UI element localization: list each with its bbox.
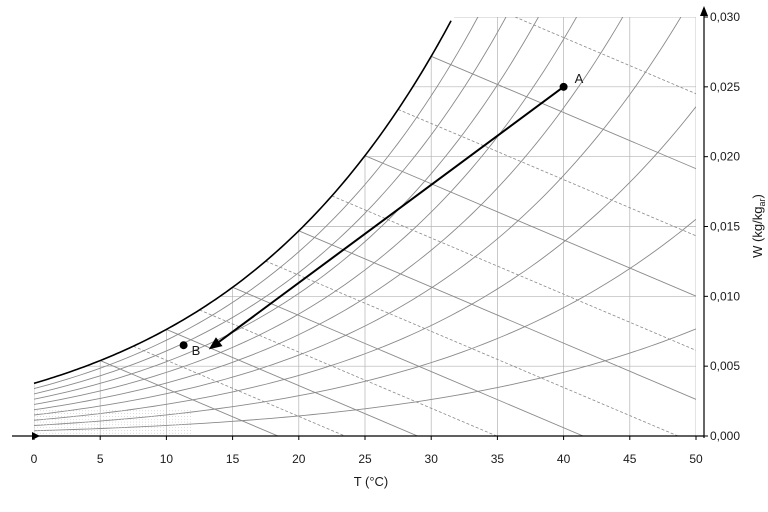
axes (12, 6, 708, 440)
relative-humidity-curve (34, 17, 696, 395)
y-axis-label-sub: ar (757, 199, 767, 207)
x-tick-label: 30 (425, 452, 439, 466)
y-axis-label-main: W (kg/kg (750, 207, 765, 258)
relative-humidity-curve (34, 218, 696, 426)
state-point-a (559, 82, 568, 91)
x-tick-label: 20 (292, 452, 306, 466)
saturation-curve-group (33, 20, 452, 385)
state-point-label-a: A (575, 71, 584, 86)
y-tick-label: 0,010 (710, 289, 740, 303)
process-line (218, 86, 565, 343)
y-tick-label: 0,030 (710, 10, 740, 24)
y-tick-label: 0,020 (710, 150, 740, 164)
enthalpy-line (199, 309, 497, 436)
relative-humidity-curve (34, 17, 696, 411)
enthalpy-line (133, 345, 346, 436)
y-axis-label-close: ) (750, 194, 765, 198)
wet-bulb-line (431, 55, 696, 436)
x-tick-label: 5 (97, 452, 104, 466)
x-tick-label: 50 (689, 452, 703, 466)
state-point-b (179, 341, 188, 350)
relative-humidity-curve (34, 106, 696, 421)
x-tick-label: 15 (226, 452, 240, 466)
x-axis-arrow (32, 432, 40, 440)
psychrometric-curves (34, 17, 696, 436)
x-tick-label: 25 (358, 452, 372, 466)
y-axis-arrow (700, 6, 708, 16)
y-tick-label: 0,025 (710, 80, 740, 94)
x-tick-label: 45 (623, 452, 637, 466)
state-point-label-b: B (192, 343, 201, 358)
enthalpy-line (464, 17, 696, 436)
x-tick-label: 0 (31, 452, 38, 466)
relative-humidity-curve (34, 17, 696, 416)
relative-humidity-curve (34, 328, 696, 432)
state-points: AB (179, 71, 584, 358)
tick-labels: 0 5 10 15 20 25 30 35 40 45 50 0,000 0,005 0,010 0,015… (31, 10, 741, 466)
saturation-curve (33, 20, 452, 385)
enthalpy-line (331, 195, 696, 436)
process-arrowhead (208, 337, 223, 350)
y-tick-label: 0,000 (710, 429, 740, 443)
wet-bulb-line (100, 360, 279, 436)
relative-humidity-curve (34, 17, 696, 400)
wet-bulb-line (166, 329, 418, 436)
y-tick-label: 0,015 (710, 220, 740, 234)
x-tick-label: 40 (557, 452, 571, 466)
y-axis-label: W (kg/kgar) (750, 194, 767, 258)
wet-bulb-line (298, 230, 696, 436)
wet-bulb-line (232, 286, 584, 436)
x-tick-label: 10 (160, 452, 174, 466)
x-tick-label: 35 (491, 452, 505, 466)
wet-bulb-line (364, 155, 696, 436)
process-line-group (208, 86, 565, 350)
y-tick-label: 0,005 (710, 359, 740, 373)
x-axis-label: T (°C) (354, 474, 389, 489)
